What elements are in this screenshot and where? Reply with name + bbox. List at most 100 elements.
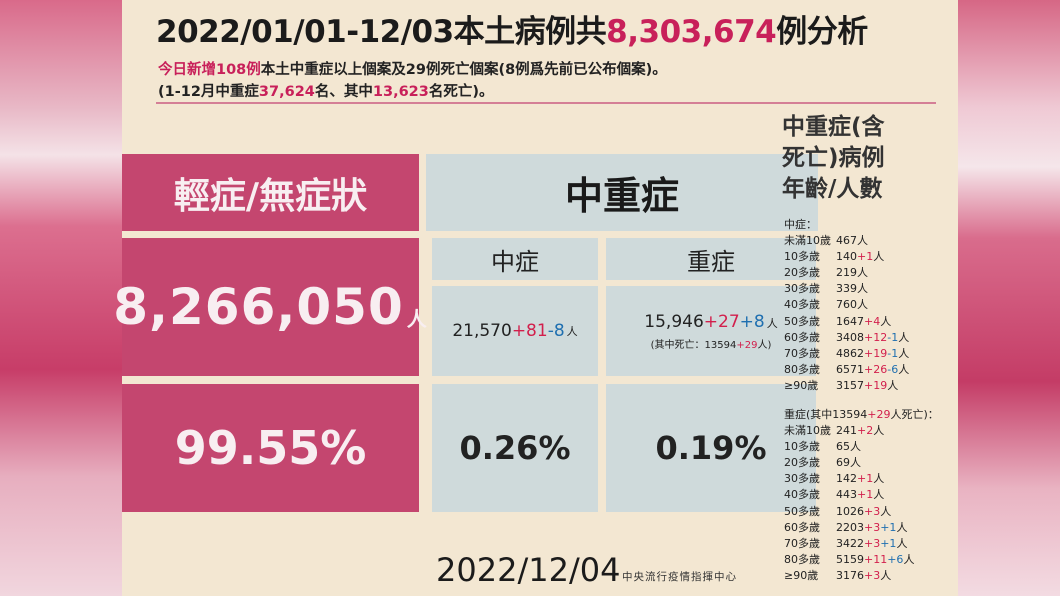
age-count: 760人 xyxy=(836,297,868,313)
count-unit: 人 xyxy=(887,378,899,392)
count-plus-2: +6 xyxy=(887,552,904,566)
note-post: 人) xyxy=(757,339,772,351)
note-pre: (其中死亡：13594 xyxy=(650,339,737,351)
count-base: 219人 xyxy=(836,266,868,280)
moderate-count-cell: 21,570 +81 -8 人 xyxy=(432,286,598,376)
age-label: 40多歲 xyxy=(784,488,820,502)
age-label: 10多歲 xyxy=(784,250,820,264)
title-count: 8,303,674 xyxy=(606,14,777,50)
mild-percentage: 99.55% xyxy=(122,384,419,512)
subtitle-line-1: 今日新增108例本土中重症以上個案及29例死亡個案(8例爲先前已公布個案)。 xyxy=(158,58,667,79)
moderate-age-row: 10多歲 140+1人 xyxy=(784,249,909,265)
age-label: 60多歲 xyxy=(784,330,820,344)
moderate-minus: -8 xyxy=(547,321,565,341)
moderate-age-row: 80多歲 6571+26-6人 xyxy=(784,362,909,378)
age-count: 65人 xyxy=(836,439,861,455)
count-unit: 人 xyxy=(873,488,885,502)
age-label: 40多歲 xyxy=(784,298,820,312)
count-base: 467人 xyxy=(836,234,868,248)
count-plus: +3 xyxy=(864,520,881,534)
count-plus-2: +1 xyxy=(880,536,897,550)
subtitle2-text-3: 名死亡)。 xyxy=(428,84,494,100)
severe-age-row: 60多歲 2203+3+1人 xyxy=(784,520,939,536)
agency-name: 中央流行疫情指揮中心 xyxy=(622,571,737,583)
severe-header: 中重症 xyxy=(426,154,818,231)
age-count: 2203+3+1人 xyxy=(836,520,907,536)
age-count: 69人 xyxy=(836,455,861,471)
subtitle2-number-2: 13,623 xyxy=(372,84,429,100)
age-count: 140+1人 xyxy=(836,249,884,265)
count-plus: +19 xyxy=(864,378,888,392)
count-unit: 人 xyxy=(896,536,908,550)
age-label: 50多歲 xyxy=(784,314,820,328)
age-label: 50多歲 xyxy=(784,504,820,518)
moderate-percentage: 0.26% xyxy=(432,384,598,512)
count-unit: 人 xyxy=(873,424,885,438)
mild-count-cell: 8,266,050 人 xyxy=(113,238,427,376)
moderate-base: 21,570 xyxy=(452,321,512,341)
mild-count: 8,266,050 xyxy=(113,278,404,336)
severe-unit: 人 xyxy=(766,316,778,330)
count-unit: 人 xyxy=(873,250,885,264)
age-label: 30多歲 xyxy=(784,282,820,296)
count-base: 3157 xyxy=(836,378,864,392)
age-label: 70多歲 xyxy=(784,346,820,360)
count-minus: -1 xyxy=(887,330,899,344)
subtitle1-highlight: 今日新增108例 xyxy=(158,62,261,78)
severe-age-row: 20多歲 69人 xyxy=(784,455,939,471)
count-unit: 人 xyxy=(898,346,910,360)
severe-age-row: 70多歲 3422+3+1人 xyxy=(784,536,939,552)
age-label: 未滿10歲 xyxy=(784,234,831,248)
moderate-age-list: 中症： 未滿10歲 467人 10多歲 140+1人 20多歲 219人 30多歲 339人 4… xyxy=(784,217,909,394)
severe-base: 15,946 xyxy=(644,311,704,332)
count-unit: 人 xyxy=(873,472,885,486)
severe-plus-2: +8 xyxy=(739,311,765,332)
count-plus: +12 xyxy=(864,330,888,344)
count-unit: 人 xyxy=(880,568,892,582)
mild-unit: 人 xyxy=(406,307,428,331)
age-count: 241+2人 xyxy=(836,423,884,439)
count-plus: +1 xyxy=(857,250,874,264)
count-base: 5159 xyxy=(836,552,864,566)
moderate-unit: 人 xyxy=(566,325,578,338)
count-minus: -1 xyxy=(887,346,899,360)
age-label: 60多歲 xyxy=(784,520,820,534)
age-label: 80多歲 xyxy=(784,362,820,376)
severe-percentage: 0.19% xyxy=(606,384,816,512)
moderate-age-row: 20多歲 219人 xyxy=(784,265,909,281)
age-label: 20多歲 xyxy=(784,266,820,280)
title-suffix: 例分析 xyxy=(776,14,868,50)
severe-age-row: 80多歲 5159+11+6人 xyxy=(784,552,939,568)
note-plus: +29 xyxy=(736,339,758,351)
age-count: 1026+3人 xyxy=(836,504,891,520)
age-count: 4862+19-1人 xyxy=(836,346,909,362)
age-label: 未滿10歲 xyxy=(784,424,831,438)
count-plus: +11 xyxy=(864,552,888,566)
infographic-panel: 2022/01/01-12/03本土病例共8,303,674例分析 今日新增10… xyxy=(113,0,958,596)
age-count: 219人 xyxy=(836,265,868,281)
severe-age-list: 重症(其中13594+29人死亡)： 未滿10歲 241+2人 10多歲 65人 20多… xyxy=(784,407,939,584)
count-minus: -6 xyxy=(887,362,899,376)
age-count: 467人 xyxy=(836,233,868,249)
count-plus: +4 xyxy=(864,314,881,328)
severe-count-cell: 15,946+27+8 人 (其中死亡：13594+29人) xyxy=(606,286,816,376)
side-title-line-2: 死亡)病例 xyxy=(782,145,885,171)
background-left xyxy=(0,0,122,596)
subtitle1-text: 本土中重症以上個案及29例死亡個案(8例爲先前已公布個案)。 xyxy=(260,62,667,78)
count-base: 3408 xyxy=(836,330,864,344)
severe-header-post: 人死亡)： xyxy=(890,408,939,421)
side-title-line-1: 中重症(含 xyxy=(782,114,885,140)
moderate-age-row: 60多歲 3408+12-1人 xyxy=(784,330,909,346)
page-title: 2022/01/01-12/03本土病例共8,303,674例分析 xyxy=(156,6,946,51)
title-prefix: 2022/01/01-12/03本土病例共 xyxy=(156,14,607,50)
moderate-plus: +81 xyxy=(511,321,548,341)
count-plus-2: +1 xyxy=(880,520,897,534)
count-plus: +3 xyxy=(864,504,881,518)
subtitle2-text-2: 名、其中 xyxy=(314,84,373,100)
age-count: 3176+3人 xyxy=(836,568,891,584)
moderate-age-row: 30多歲 339人 xyxy=(784,281,909,297)
severe-header-pre: 重症(其中13594 xyxy=(784,408,868,421)
count-base: 1647 xyxy=(836,314,864,328)
severe-age-row: ≥90歲 3176+3人 xyxy=(784,568,939,584)
count-unit: 人 xyxy=(898,362,910,376)
